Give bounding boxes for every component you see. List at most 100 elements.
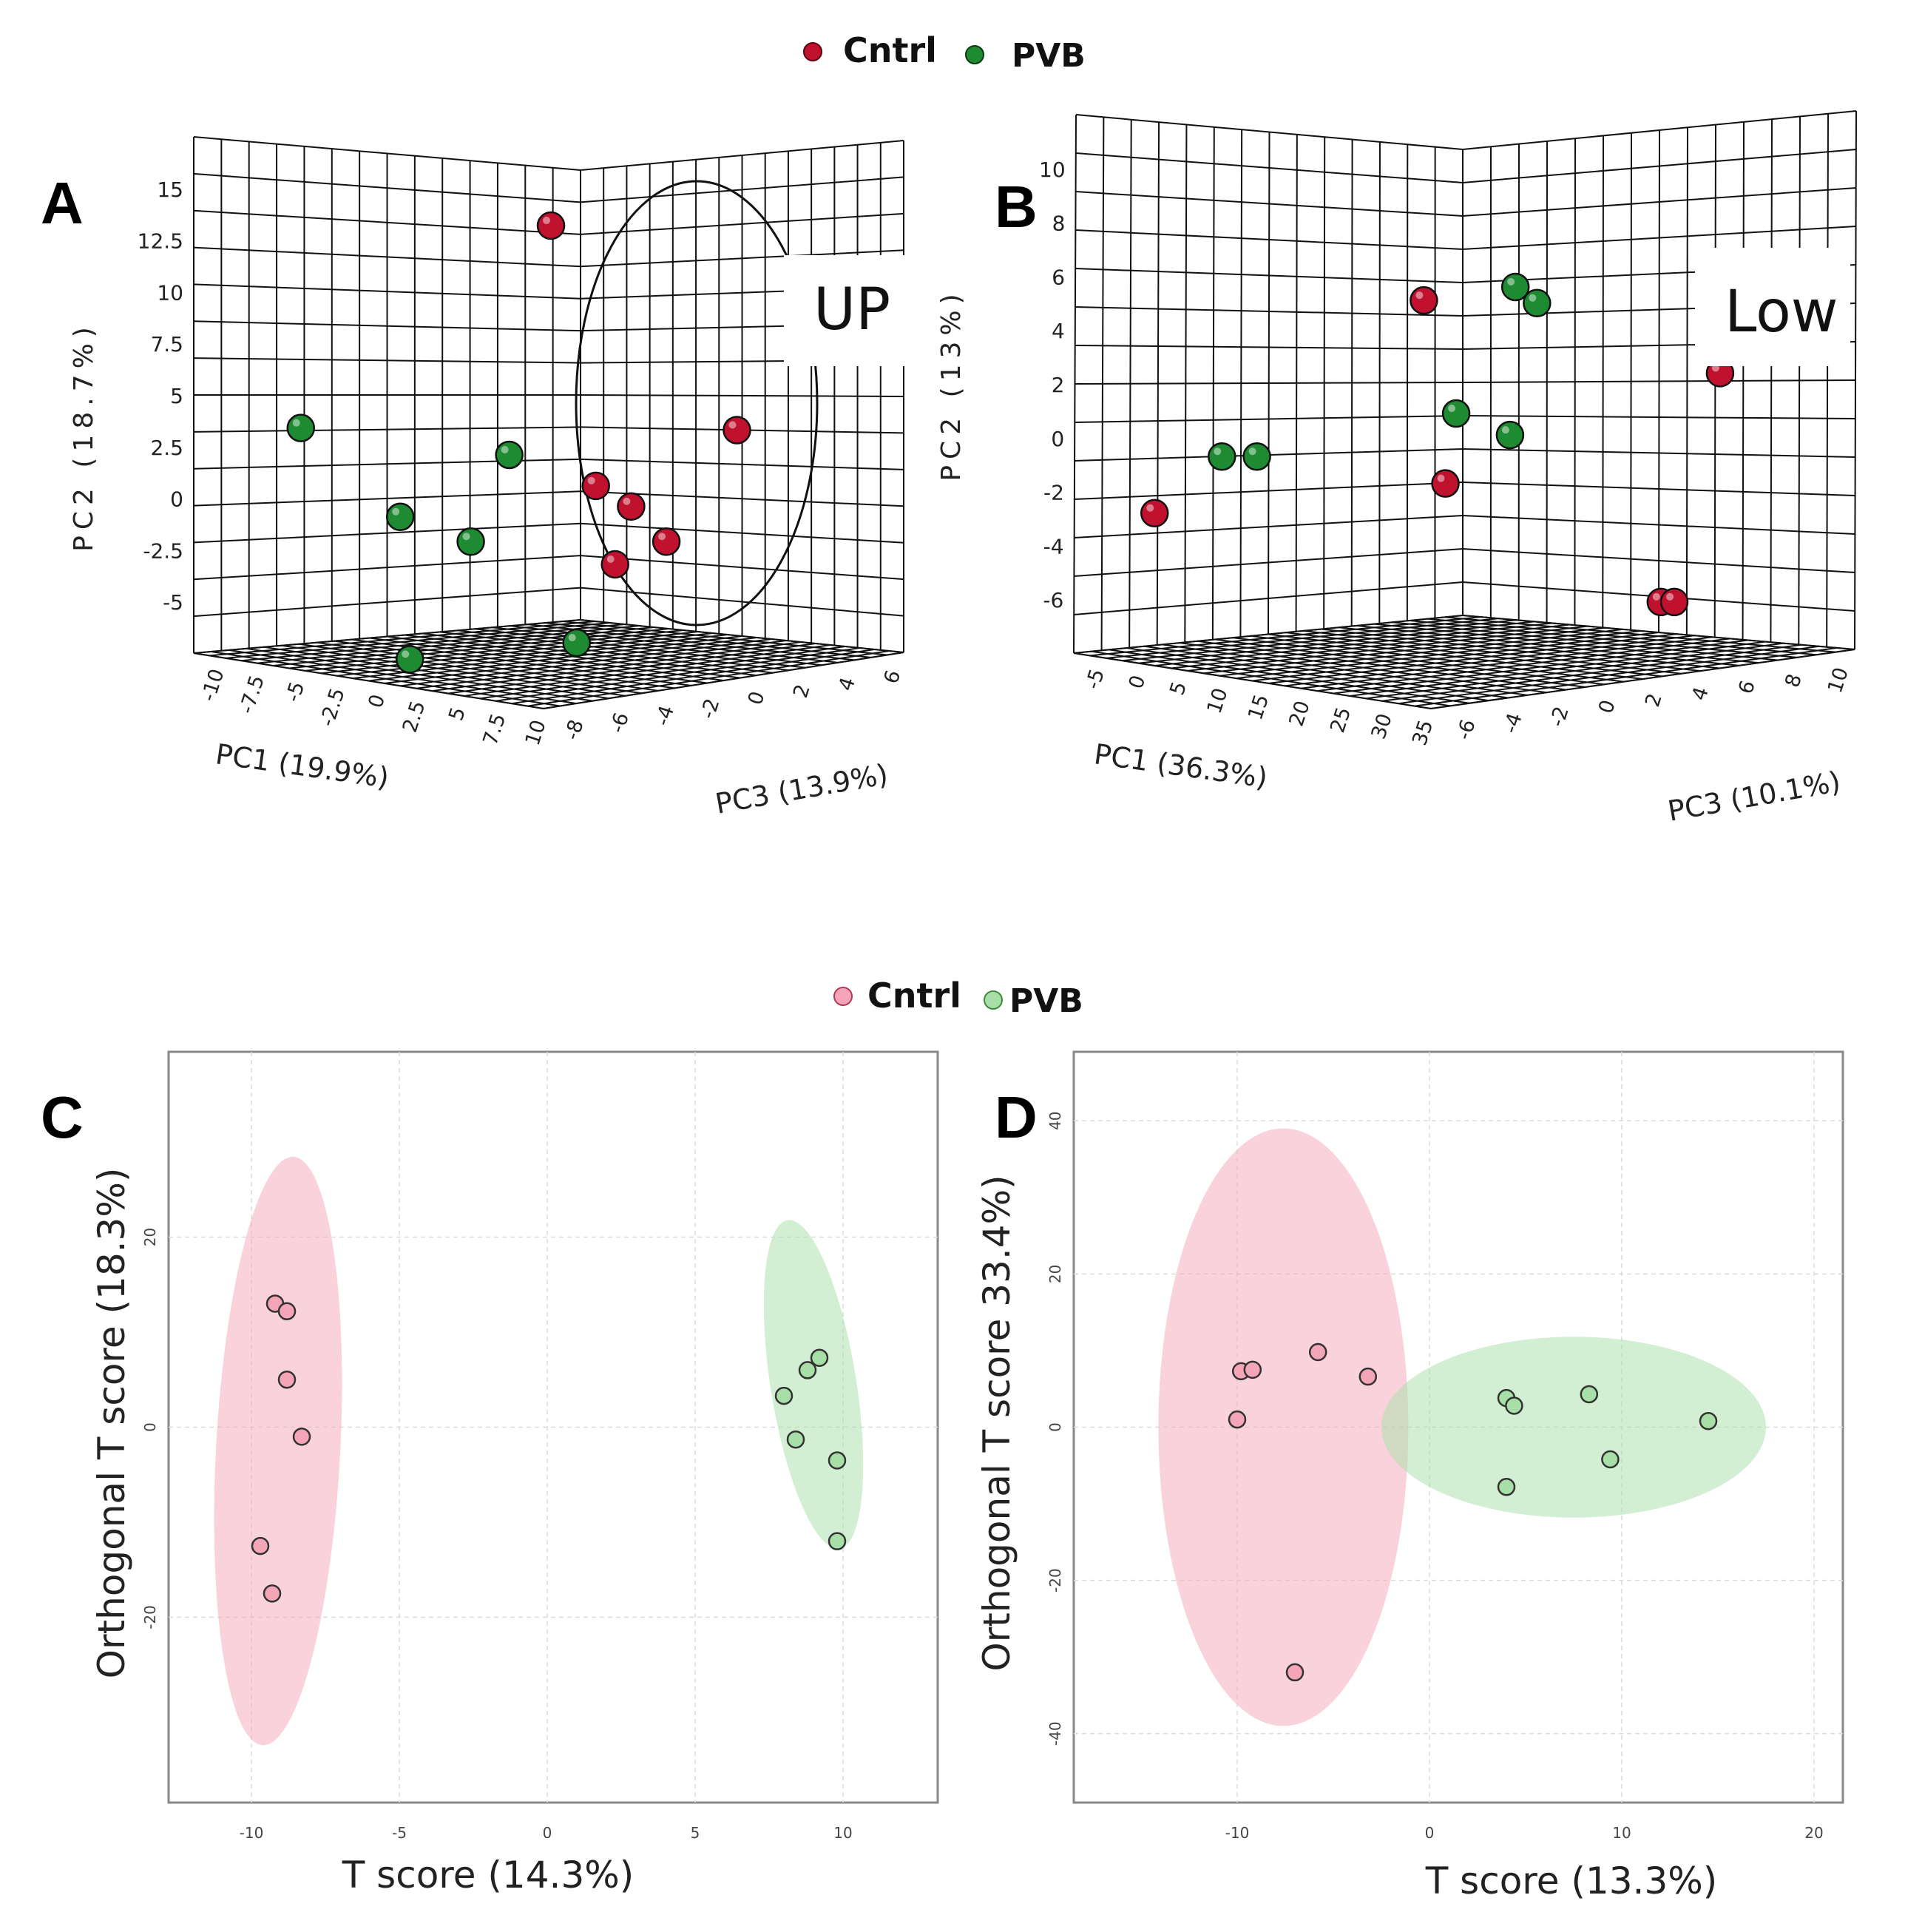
panel-c-xtick-label: 10 xyxy=(833,1824,852,1842)
panel-c-xtick-label: 5 xyxy=(691,1824,700,1842)
panel-b-right-wall-hline xyxy=(1462,482,1855,496)
panel-c-ellipse-cntrl xyxy=(214,1156,342,1746)
panel-b-floor-line xyxy=(1154,622,1552,667)
panel-b-xlabel: PC1 (36.3%) xyxy=(1092,737,1270,794)
legend-top-pvb-marker xyxy=(965,45,984,64)
panel-d-ellipse-cntrl xyxy=(1158,1128,1409,1726)
panel-b-floor-line xyxy=(1187,625,1588,672)
panel-b-xtick-label: 35 xyxy=(1408,717,1438,749)
panel-b-right-wall-hline xyxy=(1462,415,1855,419)
panel-a-floor-line xyxy=(193,619,581,654)
panel-b-point-highlight xyxy=(1448,405,1456,413)
panel-b-xtick-label: 0 xyxy=(1125,672,1151,692)
panel-b-point-highlight xyxy=(1652,592,1660,601)
panel-a-point-cntrl xyxy=(617,492,646,521)
panel-a-point-highlight xyxy=(568,634,576,642)
panel-d-point-pvb xyxy=(1580,1385,1599,1404)
panel-b-right-wall-hline xyxy=(1462,226,1856,250)
panel-b-point-pvb xyxy=(1500,272,1530,302)
panel-a-ztick-label: 6 xyxy=(880,667,906,686)
panel-a-point-pvb xyxy=(495,440,524,470)
panel-a-floor-edge xyxy=(193,652,544,709)
panel-b-right-wall-hline xyxy=(1462,149,1856,183)
panel-c-point-pvb xyxy=(810,1348,829,1367)
panel-b-ytick-label: 8 xyxy=(1052,212,1066,236)
panel-b-ytick-label: 2 xyxy=(1052,373,1065,397)
panel-b-point-highlight xyxy=(1248,447,1256,456)
panel-a-point-cntrl xyxy=(581,471,610,501)
panel-a-ytick-label: 7.5 xyxy=(150,332,183,357)
panel-a-box-label: UP xyxy=(813,277,890,343)
panel-d-plot: -10 0 10 20 -40 -20 0 20 40 xyxy=(1046,1050,1844,1842)
panel-d-point-pvb xyxy=(1497,1478,1516,1496)
panel-b-ytick-label: -2 xyxy=(1043,481,1064,505)
panel-b-left-wall-hline xyxy=(1075,382,1464,385)
panel-b-ytick-label: 10 xyxy=(1039,158,1066,182)
panel-a-floor-line xyxy=(511,649,875,705)
panel-b-left-wall-hline xyxy=(1074,515,1464,538)
legend-top-pvb-label: PVB xyxy=(1012,37,1086,75)
panel-a-ztick-label: 4 xyxy=(834,675,860,694)
panel-b-point-highlight xyxy=(1529,294,1537,302)
panel-a-point-pvb xyxy=(385,502,415,531)
panel-b-floor-line xyxy=(1089,616,1481,657)
panel-a-ztick-label: -8 xyxy=(561,717,589,743)
panel-c: C -10 -5 0 5 10 -20 0 20 Orthogonal T score (18… xyxy=(41,1050,939,1896)
panel-a-left-wall-hline xyxy=(193,209,581,235)
panel-d-ylabel: Orthogonal T score 33.4%) xyxy=(975,1175,1018,1671)
panel-b-left-wall-hline xyxy=(1074,548,1464,577)
panel-a-floor-line xyxy=(416,640,787,689)
panel-d-ytick-label: 0 xyxy=(1046,1422,1064,1432)
panel-b-xtick-label: 5 xyxy=(1165,679,1191,698)
panel-a-floor-edge xyxy=(543,652,904,709)
panel-a-ytick-label: 10 xyxy=(157,280,183,305)
panel-b-left-wall-hline xyxy=(1075,229,1464,250)
panel-a-right-wall-hline xyxy=(580,522,904,544)
panel-a-point-pvb xyxy=(286,413,316,442)
panel-a-left-wall-hline xyxy=(193,246,581,268)
panel-a-point-highlight xyxy=(543,217,550,225)
panel-b-ztick-label: -4 xyxy=(1499,710,1527,736)
panel-a-point-highlight xyxy=(292,419,300,427)
panel-c-xtick-label: 0 xyxy=(543,1824,552,1842)
panel-c-point-pvb xyxy=(828,1451,847,1470)
panel-b-floor-line xyxy=(1138,621,1535,664)
panel-a-floor-line xyxy=(305,629,684,672)
panel-b-left-wall-hline xyxy=(1075,268,1464,283)
panel-a-xtick-label: -7.5 xyxy=(235,672,269,717)
panel-d-xtick-label: 10 xyxy=(1612,1824,1631,1842)
panel-b-ytick-label: 4 xyxy=(1052,319,1065,343)
panel-c-xlabel: T score (14.3%) xyxy=(342,1854,635,1896)
panel-a-points xyxy=(286,211,751,674)
panel-b-ylabel: PC2 (13%) xyxy=(936,288,967,481)
panel-a-floor-line xyxy=(527,650,890,707)
panel-a-ytick-label: 15 xyxy=(157,178,183,202)
panel-a-point-highlight xyxy=(392,507,400,516)
panel-a-point-highlight xyxy=(606,555,615,563)
panel-a-left-wall-hline xyxy=(193,172,581,203)
panel-a-ylabel: PC2 (18.7%) xyxy=(69,321,99,552)
panel-a-xtick-label: 0 xyxy=(364,692,390,711)
panel-b-floor-line xyxy=(1171,624,1570,669)
panel-a-xtick-label: -2.5 xyxy=(316,685,350,729)
panel-d-ytick-label: 20 xyxy=(1046,1265,1064,1283)
panel-a-floor-line xyxy=(241,624,625,662)
legend-bottom-cntrl-marker xyxy=(833,987,853,1006)
panel-d-point-cntrl xyxy=(1358,1367,1378,1386)
panel-a-point-highlight xyxy=(462,533,470,541)
panel-b-point-cntrl xyxy=(1431,469,1460,498)
panel-b-floor-line xyxy=(1414,646,1838,707)
panel-b-xtick-label: 20 xyxy=(1285,698,1315,729)
panel-a-point-highlight xyxy=(501,445,509,453)
panel-a-left-wall-hline xyxy=(193,357,581,364)
panel-a-ztick-label: 2 xyxy=(789,681,815,700)
panel-b-ztick-label: 8 xyxy=(1781,671,1807,690)
panel-b-left-wall-hline xyxy=(1075,306,1464,317)
panel-a-point-highlight xyxy=(728,421,737,429)
panel-a-xtick-label: -10 xyxy=(197,666,229,705)
panel-b-point-pvb xyxy=(1242,442,1271,471)
panel-b-points xyxy=(1140,272,1735,617)
panel-a-xtick-label: 2.5 xyxy=(399,698,430,735)
